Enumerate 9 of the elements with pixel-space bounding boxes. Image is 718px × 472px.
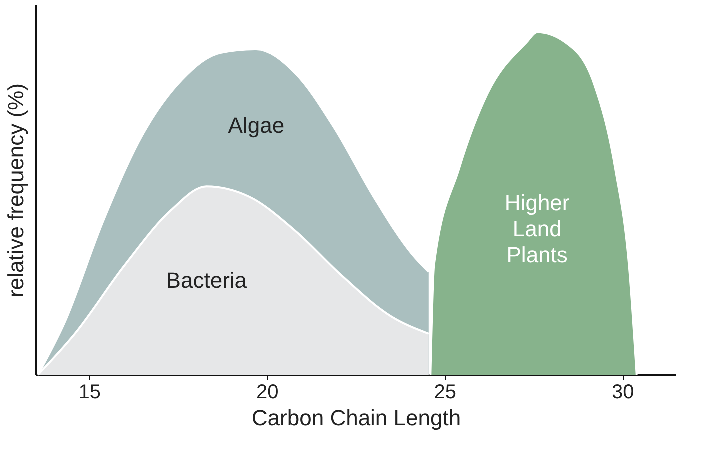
y-axis-title: relative frequency (%) [4,84,28,298]
series-label: Bacteria [166,268,248,293]
series-label: Higher Land Plants [504,190,570,268]
x-tick-label: 20 [256,382,279,404]
series-label: Algae [228,112,285,138]
x-tick-label: 30 [612,382,634,404]
x-axis-title: Carbon Chain Length [252,406,462,430]
x-tick-label: 15 [78,382,101,404]
x-tick-label: 25 [434,382,457,404]
